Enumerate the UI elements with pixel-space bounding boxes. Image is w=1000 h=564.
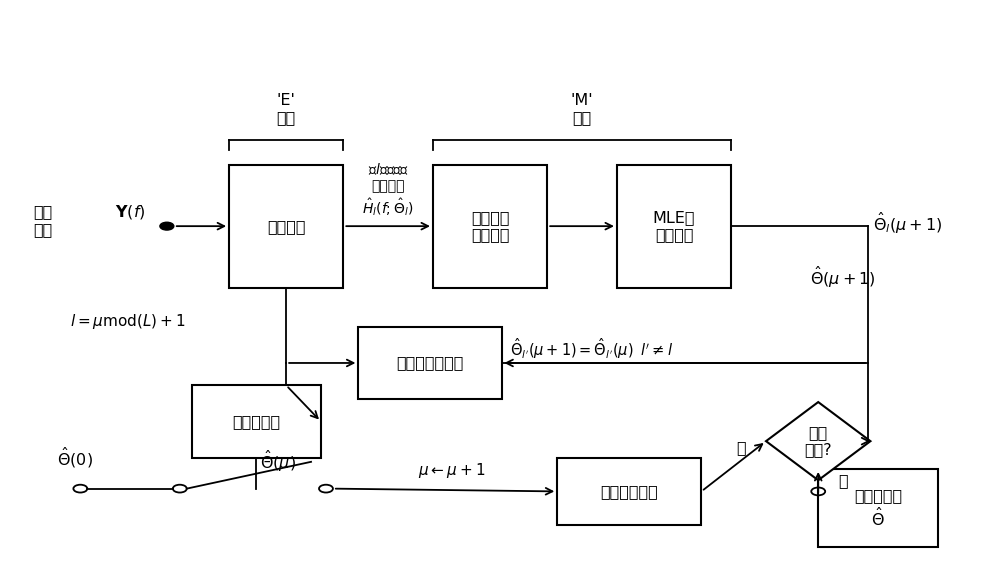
- Text: 更新迭代次数: 更新迭代次数: [600, 484, 658, 499]
- Text: 分解信号: 分解信号: [267, 219, 305, 233]
- FancyBboxPatch shape: [192, 385, 321, 458]
- Text: 更新路径数: 更新路径数: [232, 414, 280, 429]
- Text: 三维空间
导向矢量: 三维空间 导向矢量: [471, 210, 509, 243]
- Text: 'E'
步骤: 'E' 步骤: [277, 92, 296, 125]
- FancyBboxPatch shape: [617, 165, 731, 288]
- Text: $\mathbf{Y}(f)$: $\mathbf{Y}(f)$: [115, 203, 145, 221]
- Text: $\hat{\Theta}(\mu+1)$: $\hat{\Theta}(\mu+1)$: [810, 265, 876, 290]
- Text: 否: 否: [736, 440, 746, 455]
- Text: $\hat{\Theta}(\mu)$: $\hat{\Theta}(\mu)$: [260, 450, 296, 474]
- Circle shape: [160, 222, 174, 230]
- Text: 第$l$条路径的
完备数据
$\hat{H}_l(f;\hat{\Theta}_l)$: 第$l$条路径的 完备数据 $\hat{H}_l(f;\hat{\Theta}_…: [362, 161, 414, 218]
- Text: 'M'
步骤: 'M' 步骤: [571, 92, 593, 125]
- Text: $\hat{\Theta}_l(\mu+1)$: $\hat{\Theta}_l(\mu+1)$: [873, 211, 942, 236]
- Text: $\hat{\Theta}_{l'}(\mu+1)=\hat{\Theta}_{l'}(\mu)\;\;l'\neq l$: $\hat{\Theta}_{l'}(\mu+1)=\hat{\Theta}_{…: [510, 337, 674, 362]
- Text: 接收
信号: 接收 信号: [33, 204, 52, 237]
- Text: 判断
收敛?: 判断 收敛?: [804, 425, 832, 457]
- Text: MLE或
参数更新: MLE或 参数更新: [653, 210, 695, 243]
- Text: 输出参数集
$\hat{\Theta}$: 输出参数集 $\hat{\Theta}$: [854, 488, 902, 528]
- FancyBboxPatch shape: [818, 469, 938, 547]
- Text: $\mu\leftarrow\mu+1$: $\mu\leftarrow\mu+1$: [418, 461, 485, 481]
- Polygon shape: [766, 402, 870, 481]
- FancyBboxPatch shape: [557, 458, 701, 525]
- Text: $l=\mu\mathrm{mod}(L)+1$: $l=\mu\mathrm{mod}(L)+1$: [70, 311, 186, 331]
- Text: $\hat{\Theta}(0)$: $\hat{\Theta}(0)$: [57, 446, 93, 470]
- FancyBboxPatch shape: [229, 165, 343, 288]
- Text: 是: 是: [838, 473, 848, 488]
- FancyBboxPatch shape: [433, 165, 547, 288]
- Text: 更新参数向量集: 更新参数向量集: [397, 355, 464, 371]
- FancyBboxPatch shape: [358, 327, 502, 399]
